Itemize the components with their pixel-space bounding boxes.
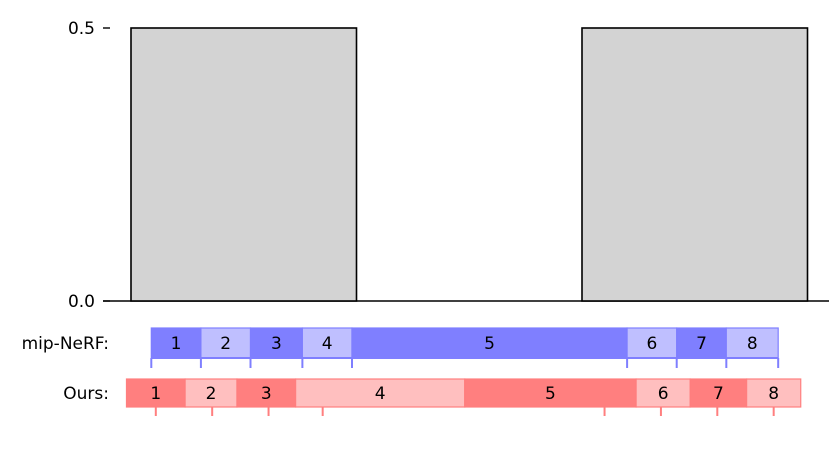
interval-label: 6 <box>658 384 669 404</box>
interval-label: 2 <box>206 384 217 404</box>
interval-label: 7 <box>713 384 724 404</box>
interval-label: 1 <box>150 384 161 404</box>
row-label: mip-NeRF: <box>22 334 109 354</box>
interval-label: 3 <box>271 334 282 354</box>
interval-label: 8 <box>768 384 779 404</box>
interval-segment <box>626 327 678 359</box>
interval-segment <box>200 327 252 359</box>
interval-segment <box>464 378 637 408</box>
interval-segment <box>249 327 303 359</box>
interval-label: 2 <box>220 334 231 354</box>
interval-segment <box>746 378 802 408</box>
bar <box>581 27 809 302</box>
bars <box>130 27 809 302</box>
y-tick-label: 0.0 <box>68 292 95 312</box>
interval-row: mip-NeRF: 1 2 3 4 5 6 7 8 <box>22 327 780 368</box>
interval-segment <box>635 378 691 408</box>
interval-row: Ours: 1 2 3 4 5 6 7 8 <box>63 378 802 416</box>
interval-label: 3 <box>261 384 272 404</box>
interval-label: 5 <box>545 384 556 404</box>
interval-label: 8 <box>747 334 758 354</box>
interval-label: 5 <box>484 334 495 354</box>
interval-segment <box>689 378 748 408</box>
interval-rows: mip-NeRF: 1 2 3 4 5 6 7 8 Ours: 1 2 3 4 5 6 7 8 <box>22 327 802 416</box>
interval-label: 4 <box>322 334 333 354</box>
interval-segment <box>184 378 238 408</box>
interval-label: 1 <box>171 334 182 354</box>
interval-label: 4 <box>375 384 386 404</box>
interval-segment <box>351 327 628 359</box>
interval-segment <box>125 378 186 408</box>
bar <box>130 27 358 302</box>
y-tick-label: 0.5 <box>68 19 95 39</box>
interval-label: 6 <box>646 334 657 354</box>
interval-label: 7 <box>696 334 707 354</box>
row-label: Ours: <box>63 384 109 404</box>
interval-segment <box>295 378 466 408</box>
